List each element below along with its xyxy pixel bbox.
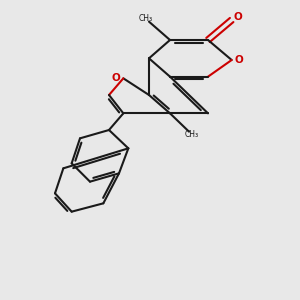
Text: CH₃: CH₃ [185,130,199,139]
Text: O: O [112,73,120,83]
Text: CH₃: CH₃ [139,14,153,23]
Text: O: O [235,55,244,65]
Text: O: O [233,12,242,22]
